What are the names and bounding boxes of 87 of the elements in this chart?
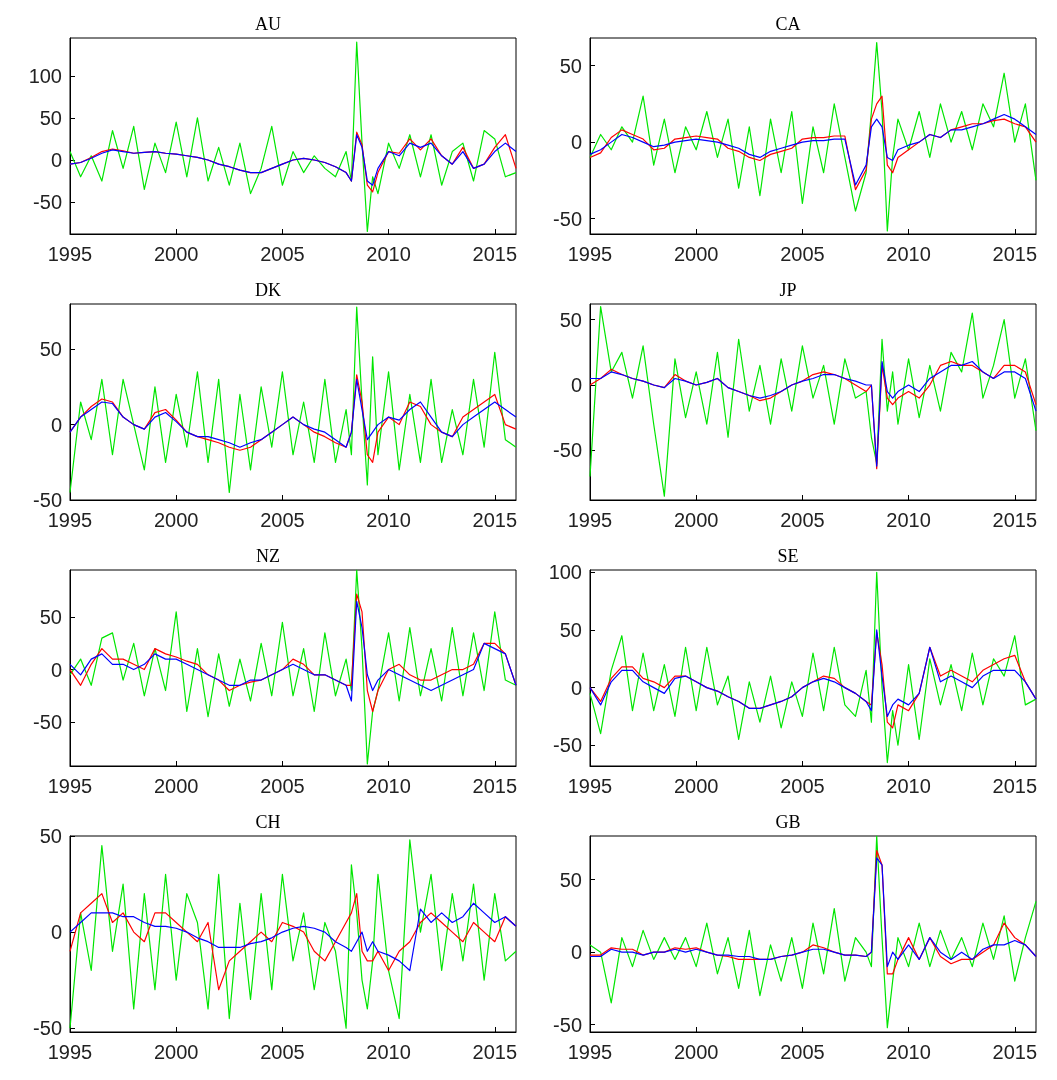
x-tick-label: 1995 [567, 1041, 613, 1063]
x-tick-label: 2000 [673, 1041, 719, 1063]
y-tick-label: 0 [570, 676, 582, 699]
x-tick-label: 2000 [153, 775, 199, 797]
x-tick-label: 2015 [472, 243, 518, 265]
y-tick-label: 50 [559, 54, 582, 77]
x-tick-label: 1995 [567, 775, 613, 797]
line-series [589, 306, 1037, 497]
chart-title: JP [779, 280, 797, 300]
y-tick-label: 50 [39, 606, 62, 629]
line-series [69, 839, 517, 1029]
y-tick-label: -50 [33, 1017, 62, 1040]
line-series [589, 113, 1037, 186]
y-tick-label: 0 [570, 374, 582, 397]
chart-title: AU [255, 14, 281, 34]
x-tick-label: 2015 [992, 1041, 1038, 1063]
chart-title: CA [775, 14, 801, 34]
x-tick-label: 2010 [366, 509, 411, 531]
x-tick-label: 1995 [47, 243, 93, 265]
y-tick-label: 0 [50, 148, 62, 171]
y-tick-label: -50 [553, 1013, 582, 1036]
x-tick-label: 2000 [153, 243, 199, 265]
x-tick-label: 2010 [886, 1041, 931, 1063]
chart-title: DK [255, 280, 281, 300]
line-series [69, 902, 517, 972]
x-tick-label: 1995 [567, 243, 613, 265]
x-tick-label: 2005 [780, 1041, 825, 1063]
y-tick-label: -50 [33, 489, 62, 511]
x-tick-label: 2015 [992, 243, 1038, 265]
chart-title: GB [775, 812, 801, 832]
x-tick-label: 2000 [673, 243, 719, 265]
x-tick-label: 2005 [260, 1041, 305, 1063]
x-tick-label: 2005 [260, 509, 305, 531]
x-tick-label: 2005 [780, 243, 825, 265]
x-tick-label: 1995 [47, 775, 93, 797]
x-tick-label: 2000 [673, 775, 719, 797]
x-tick-label: 2015 [992, 509, 1038, 531]
chart-title: CH [255, 812, 281, 832]
x-tick-label: 2010 [366, 1041, 411, 1063]
x-tick-label: 2015 [992, 775, 1038, 797]
line-series [589, 835, 1037, 1029]
x-tick-label: 1995 [47, 1041, 93, 1063]
chart-title: NZ [256, 546, 280, 566]
line-series [69, 306, 517, 494]
y-tick-label: 50 [39, 106, 62, 129]
x-tick-label: 1995 [567, 509, 613, 531]
line-series [69, 378, 517, 448]
line-series [589, 95, 1037, 191]
y-tick-label: 100 [28, 64, 62, 87]
x-tick-label: 2010 [886, 775, 931, 797]
x-tick-label: 2010 [366, 243, 411, 265]
y-tick-label: 0 [570, 131, 582, 154]
x-tick-label: 2005 [780, 775, 825, 797]
y-tick-label: -50 [553, 734, 582, 757]
x-tick-label: 2010 [886, 509, 931, 531]
y-tick-label: 50 [39, 825, 62, 847]
y-tick-label: -50 [33, 191, 62, 214]
y-tick-label: 50 [559, 868, 582, 891]
line-series [589, 571, 1037, 764]
line-series [69, 134, 517, 186]
y-tick-label: 0 [50, 658, 62, 681]
y-tick-label: 0 [50, 921, 62, 944]
y-tick-label: 100 [548, 561, 582, 584]
y-tick-label: -50 [33, 710, 62, 733]
x-tick-label: 2000 [673, 509, 719, 531]
x-tick-label: 2010 [886, 243, 931, 265]
line-series [69, 569, 517, 765]
y-tick-label: 50 [559, 308, 582, 331]
x-tick-label: 2000 [153, 1041, 199, 1063]
x-tick-label: 2015 [472, 509, 518, 531]
x-tick-label: 2000 [153, 509, 199, 531]
y-tick-label: -50 [553, 207, 582, 230]
x-tick-label: 2015 [472, 1041, 518, 1063]
x-tick-label: 2005 [780, 509, 825, 531]
y-tick-label: -50 [553, 439, 582, 462]
y-tick-label: 50 [39, 338, 62, 361]
line-series [69, 41, 517, 233]
x-tick-label: 2005 [260, 775, 305, 797]
x-tick-label: 2010 [366, 775, 411, 797]
x-tick-label: 2015 [472, 775, 518, 797]
y-tick-label: 0 [50, 413, 62, 436]
y-tick-label: 0 [570, 941, 582, 964]
x-tick-label: 1995 [47, 509, 93, 531]
y-tick-label: 50 [559, 618, 582, 641]
x-tick-label: 2005 [260, 243, 305, 265]
line-series [589, 41, 1037, 232]
chart-title: SE [777, 546, 799, 566]
